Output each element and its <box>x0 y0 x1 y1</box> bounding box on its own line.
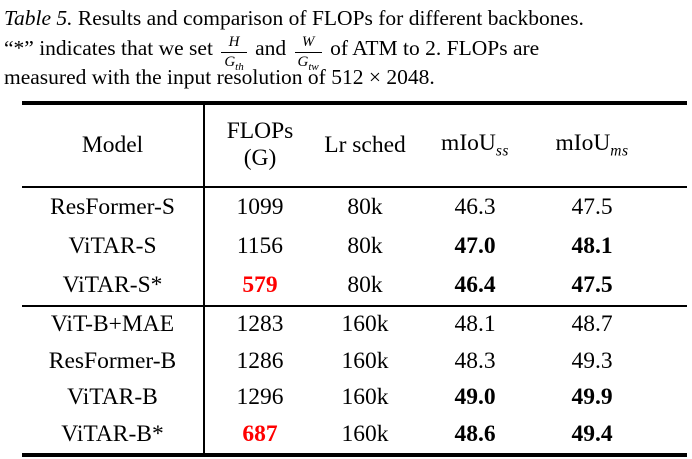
caption-text-1: Results and comparison of FLOPs for diff… <box>77 6 584 30</box>
lr-sched-cell: 80k <box>347 271 383 298</box>
table-row-vitar-b-star: ViTAR-B* 687 160k 48.6 49.4 <box>22 416 687 453</box>
table-bottom-rule <box>22 452 687 457</box>
caption-text-2a: “*” indicates that we set <box>4 35 213 60</box>
miou-ss-cell: 48.1 <box>454 311 496 338</box>
table-row-vitar-s-star: ViTAR-S* 579 80k 46.4 47.5 <box>22 265 687 305</box>
model-cell: ViTAR-S <box>22 226 205 266</box>
lr-sched-cell: 160k <box>341 384 389 411</box>
fraction-numerator: W <box>301 33 315 50</box>
miou-ss-cell: 47.0 <box>454 232 496 259</box>
model-cell: ResFormer-B <box>22 343 205 380</box>
model-cell: ViTAR-B <box>22 379 205 416</box>
flops-cell: 1283 <box>236 311 284 338</box>
fraction-denominator: Gtw <box>294 51 322 72</box>
header-model: Model <box>22 104 205 186</box>
table-row-vitar-s: ViTAR-S 1156 80k 47.0 48.1 <box>22 226 687 266</box>
model-cell: ResFormer-S <box>22 187 205 227</box>
miou-ms-cell: 48.7 <box>571 311 613 338</box>
miou-ms-cell: 49.3 <box>571 347 613 374</box>
fraction-denominator: Gth <box>221 51 247 72</box>
table-row-vit-b-mae: ViT-B+MAE 1283 160k 48.1 48.7 <box>22 306 687 343</box>
model-cell: ViT-B+MAE <box>22 306 205 343</box>
flops-cell-highlighted: 687 <box>242 420 278 447</box>
table-row-vitar-b: ViTAR-B 1296 160k 49.0 49.9 <box>22 379 687 416</box>
table-caption: Table 5. Results and comparison of FLOPs… <box>0 0 692 93</box>
miou-ss-cell: 48.6 <box>454 420 496 447</box>
miou-ms-cell: 49.9 <box>571 384 613 411</box>
table-top-rule <box>22 100 687 105</box>
lr-sched-cell: 160k <box>341 420 389 447</box>
caption-text-2b: and <box>255 35 287 60</box>
miou-ss-cell: 46.4 <box>454 271 496 298</box>
header-lr-sched: Lr sched <box>324 131 406 158</box>
table-row-resformer-s: ResFormer-S 1099 80k 46.3 47.5 <box>22 187 687 227</box>
lr-sched-cell: 160k <box>341 311 389 338</box>
flops-cell: 1286 <box>236 347 284 374</box>
table-row-resformer-b: ResFormer-B 1286 160k 48.3 49.3 <box>22 343 687 380</box>
caption-line-3: measured with the input resolution of 51… <box>4 65 435 89</box>
table-header-row: Model FLOPs (G) Lr sched mIoUss mIoUms <box>22 104 687 186</box>
caption-text-2c: of ATM to 2. FLOPs are <box>330 35 540 60</box>
fraction-h-over-gth: H Gth <box>221 33 247 72</box>
fraction-numerator: H <box>228 33 240 50</box>
miou-ss-cell: 49.0 <box>454 384 496 411</box>
header-miou-ss: mIoUss <box>441 129 509 160</box>
flops-cell: 1099 <box>236 193 284 220</box>
miou-ms-cell: 47.5 <box>571 271 613 298</box>
caption-line-2: “*” indicates that we set H Gth and W Gt… <box>4 34 690 72</box>
lr-sched-cell: 160k <box>341 347 389 374</box>
lr-sched-cell: 80k <box>347 232 383 259</box>
group-separator-rule <box>22 304 687 307</box>
fraction-w-over-gtw: W Gtw <box>294 33 322 72</box>
miou-ms-cell: 49.4 <box>571 420 613 447</box>
miou-ss-cell: 46.3 <box>454 193 496 220</box>
model-cell: ViTAR-S* <box>22 265 205 305</box>
lr-sched-cell: 80k <box>347 193 383 220</box>
miou-ms-cell: 47.5 <box>571 193 613 220</box>
flops-cell: 1156 <box>236 232 284 259</box>
flops-cell: 1296 <box>236 384 284 411</box>
caption-line-1: Table 5. Results and comparison of FLOPs… <box>4 4 690 34</box>
caption-label: Table 5. <box>4 6 73 30</box>
flops-cell-highlighted: 579 <box>242 271 278 298</box>
header-separator-rule <box>22 185 687 188</box>
header-flops: FLOPs (G) <box>226 117 294 171</box>
model-cell: ViTAR-B* <box>22 416 205 453</box>
header-miou-ms: mIoUms <box>555 129 629 160</box>
results-table: Model FLOPs (G) Lr sched mIoUss mIoUms R… <box>22 100 687 457</box>
miou-ms-cell: 48.1 <box>571 232 613 259</box>
miou-ss-cell: 48.3 <box>454 347 496 374</box>
